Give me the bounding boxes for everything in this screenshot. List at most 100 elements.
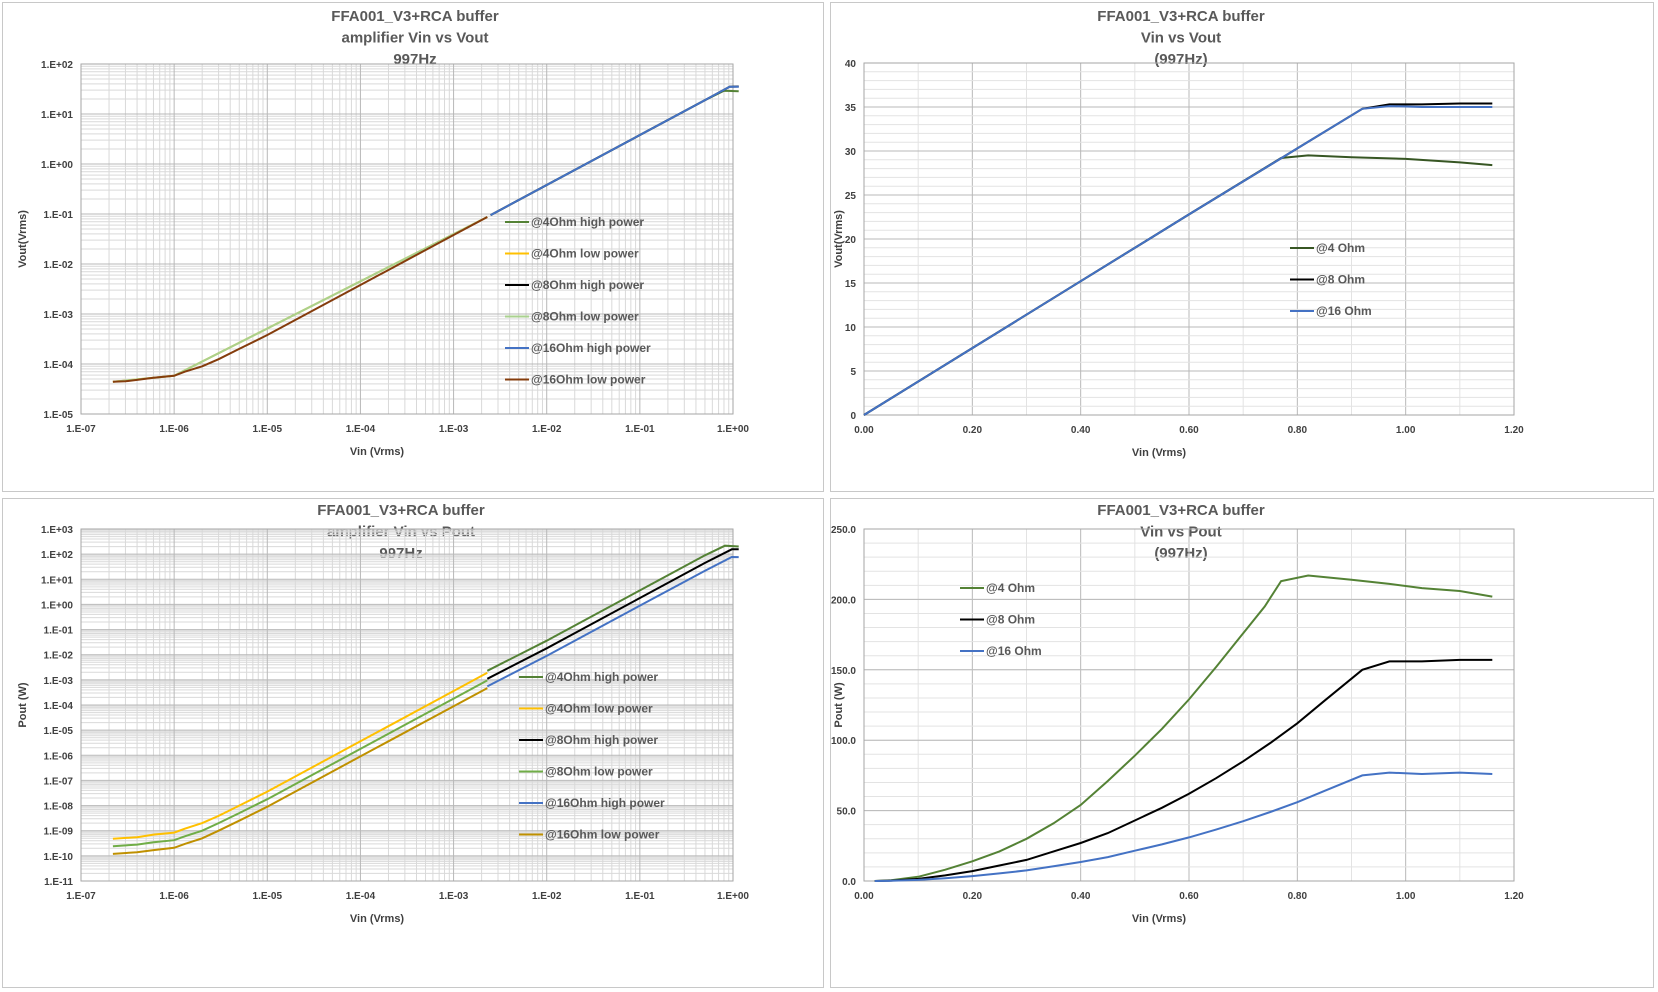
x-tick-label: 1.E+00: [717, 424, 749, 435]
y-tick-label: 1.E-01: [44, 626, 74, 637]
legend-label: @8Ohm low power: [545, 765, 653, 779]
y-tick-label: 150.0: [831, 666, 856, 677]
x-tick-label: 1.E-05: [253, 424, 283, 435]
grid: [863, 528, 1515, 882]
legend-label: @4 Ohm: [1316, 241, 1365, 255]
y-tick-label: 1.E+01: [41, 575, 73, 586]
x-tick-label: 1.20: [1504, 891, 1524, 902]
chart-title-line: Vin vs Pout: [1140, 524, 1221, 541]
y-tick-label: 1.E-02: [44, 260, 74, 271]
y-tick-label: 25: [845, 191, 857, 202]
chart-svg: FFA001_V3+RCA buffer amplifier Vin vs Vou…: [17, 8, 749, 458]
series-line: [863, 102, 1493, 416]
legend-label: @4 Ohm: [986, 581, 1035, 595]
legend-label: @16Ohm low power: [545, 828, 660, 842]
x-tick-label: 1.E-01: [625, 891, 655, 902]
y-axis-label: Vout(Vrms): [17, 210, 29, 268]
legend-label: @16Ohm low power: [531, 373, 646, 387]
series-line: [112, 216, 488, 383]
x-tick-label: 1.E-02: [532, 424, 562, 435]
y-tick-label: 1.E+03: [41, 525, 73, 536]
legend-label: @8Ohm high power: [545, 733, 658, 747]
y-tick-label: 0.0: [842, 877, 856, 888]
series-line: [112, 687, 488, 855]
series-line: [112, 679, 488, 848]
y-tick-label: 1.E-11: [44, 877, 73, 888]
x-tick-label: 1.E-07: [66, 891, 96, 902]
legend-label: @16 Ohm: [986, 644, 1042, 658]
y-tick-label: 35: [845, 103, 857, 114]
x-tick-label: 0.00: [854, 891, 874, 902]
x-tick-label: 0.00: [854, 425, 874, 436]
series-line: [863, 105, 1493, 416]
y-tick-label: 1.E-08: [44, 802, 74, 813]
y-tick-label: 50.0: [837, 807, 857, 818]
chart-title-line: amplifier Vin vs Vout: [342, 30, 489, 47]
y-tick-label: 15: [845, 279, 857, 290]
series-line: [863, 154, 1493, 416]
chart-title-line: 997Hz: [393, 51, 436, 68]
y-tick-label: 1.E+00: [41, 160, 73, 171]
y-tick-label: 250.0: [831, 525, 856, 536]
x-axis-label: Vin (Vrms): [350, 446, 405, 458]
legend-label: @4Ohm high power: [545, 670, 658, 684]
y-tick-label: 1.E-01: [44, 210, 74, 221]
x-tick-label: 1.00: [1396, 425, 1416, 436]
y-tick-label: 1.E-09: [44, 827, 74, 838]
plot-frame: [80, 528, 734, 882]
legend-label: @16Ohm high power: [531, 341, 651, 355]
series-line: [874, 658, 1493, 882]
x-axis-label: Vin (Vrms): [1132, 447, 1187, 459]
y-tick-label: 1.E-04: [44, 360, 74, 371]
series-line: [486, 544, 739, 672]
y-tick-label: 10: [845, 323, 857, 334]
x-tick-label: 1.E-06: [159, 891, 189, 902]
legend-label: @16 Ohm: [1316, 304, 1372, 318]
chart-title-line: Vin vs Vout: [1141, 30, 1221, 47]
x-tick-label: 0.20: [963, 891, 983, 902]
series-line: [874, 574, 1493, 882]
x-tick-label: 1.E+00: [717, 891, 749, 902]
chart-vin-vout-linear: FFA001_V3+RCA buffer Vin vs Vout (997Hz) 0.…: [830, 2, 1654, 492]
y-tick-label: 5: [850, 367, 856, 378]
x-tick-label: 1.E-01: [625, 424, 655, 435]
series-line: [490, 89, 739, 216]
chart-title-line: FFA001_V3+RCA buffer: [331, 8, 499, 25]
x-tick-label: 1.E-03: [439, 424, 469, 435]
legend-label: @4Ohm low power: [545, 702, 653, 716]
y-tick-label: 1.E-03: [44, 676, 74, 687]
y-tick-label: 1.E+02: [41, 60, 73, 71]
x-tick-label: 1.00: [1396, 891, 1416, 902]
grid: [863, 62, 1515, 416]
y-tick-label: 1.E-05: [44, 726, 74, 737]
x-tick-label: 0.20: [963, 425, 983, 436]
y-tick-label: 20: [845, 235, 857, 246]
y-tick-label: 1.E+02: [41, 550, 73, 561]
x-tick-label: 0.80: [1288, 891, 1308, 902]
legend-label: @16Ohm high power: [545, 796, 665, 810]
x-tick-label: 1.E-05: [253, 891, 283, 902]
chart-svg: FFA001_V3+RCA buffer Vin vs Vout (997Hz) 0.…: [833, 8, 1524, 459]
y-tick-label: 1.E-02: [44, 651, 74, 662]
y-tick-label: 1.E+00: [41, 600, 73, 611]
legend-label: @8 Ohm: [986, 613, 1035, 627]
x-tick-label: 0.60: [1179, 891, 1199, 902]
chart-title-line: amplifier Vin vs Pout: [327, 524, 475, 541]
series-line: [486, 548, 739, 680]
x-axis-label: Vin (Vrms): [1132, 913, 1187, 925]
legend-label: @8Ohm low power: [531, 310, 639, 324]
y-tick-label: 40: [845, 59, 857, 70]
legend-label: @8 Ohm: [1316, 273, 1365, 287]
chart-title-line: FFA001_V3+RCA buffer: [1097, 502, 1265, 519]
x-tick-label: 0.40: [1071, 891, 1091, 902]
y-tick-label: 1.E-10: [44, 852, 74, 863]
legend-label: @4Ohm low power: [531, 247, 639, 261]
y-tick-label: 1.E-06: [44, 751, 74, 762]
x-tick-label: 1.E-06: [159, 424, 189, 435]
x-tick-label: 1.20: [1504, 425, 1524, 436]
y-tick-label: 1.E-07: [44, 776, 74, 787]
series-line: [874, 771, 1493, 882]
x-tick-label: 1.E-03: [439, 891, 469, 902]
y-axis-label: Pout (W): [833, 682, 845, 728]
plot-frame: [863, 62, 1515, 416]
